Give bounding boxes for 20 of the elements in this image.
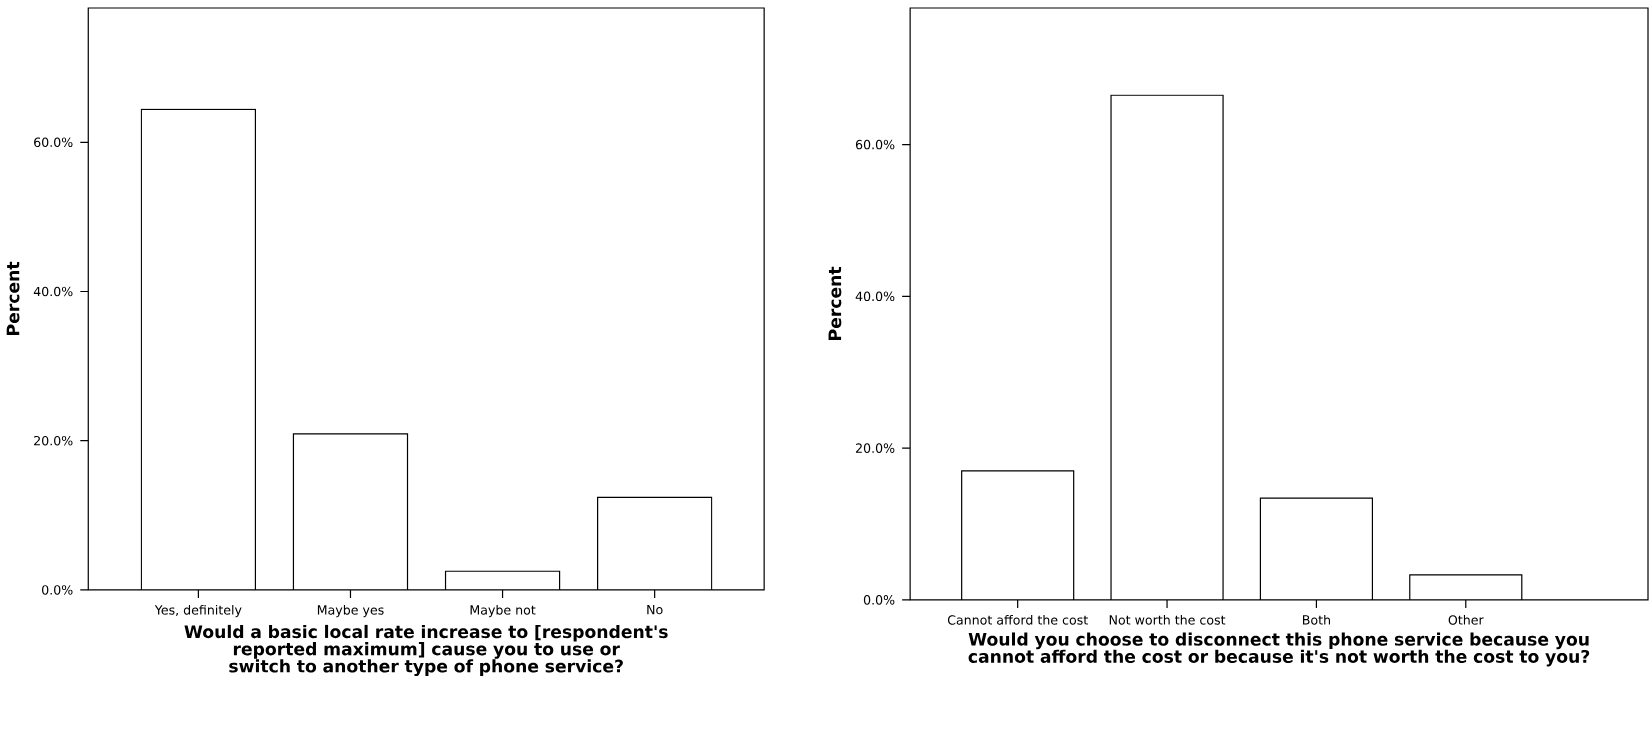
x-tick-label: Both [1303,615,1330,625]
y-tick-label: 40.0% [33,286,73,297]
x-tick-label: Maybe not [470,605,536,618]
x-tick-label: Maybe yes [317,605,384,618]
x-tick-label: Cannot afford the cost [947,615,1088,625]
y-tick-label: 20.0% [855,443,895,453]
y-axis-title: Percent [828,266,842,340]
y-tick-label: 0.0% [42,585,73,595]
y-tick-label: 0.0% [863,595,895,605]
y-tick-label: 40.0% [855,291,895,302]
x-tick-label: Other [1448,615,1484,625]
x-tick-label: No [647,605,663,615]
x-tick-label: Not worth the cost [1109,615,1226,625]
x-tick-label: Yes, definitely [154,605,242,618]
x-axis-title: Would a basic local rate increase to [respondent's reported maximum] cause you to use or switch to another type of phone service? [184,624,668,677]
y-tick-label: 60.0% [855,139,895,150]
x-axis-title: Would you choose to disconnect this phone service because you cannot afford the cost or because it's not worth the cost to you? [968,632,1590,667]
y-tick-label: 60.0% [34,137,73,148]
y-tick-label: 20.0% [34,435,73,446]
y-axis-title: Percent [6,261,20,335]
